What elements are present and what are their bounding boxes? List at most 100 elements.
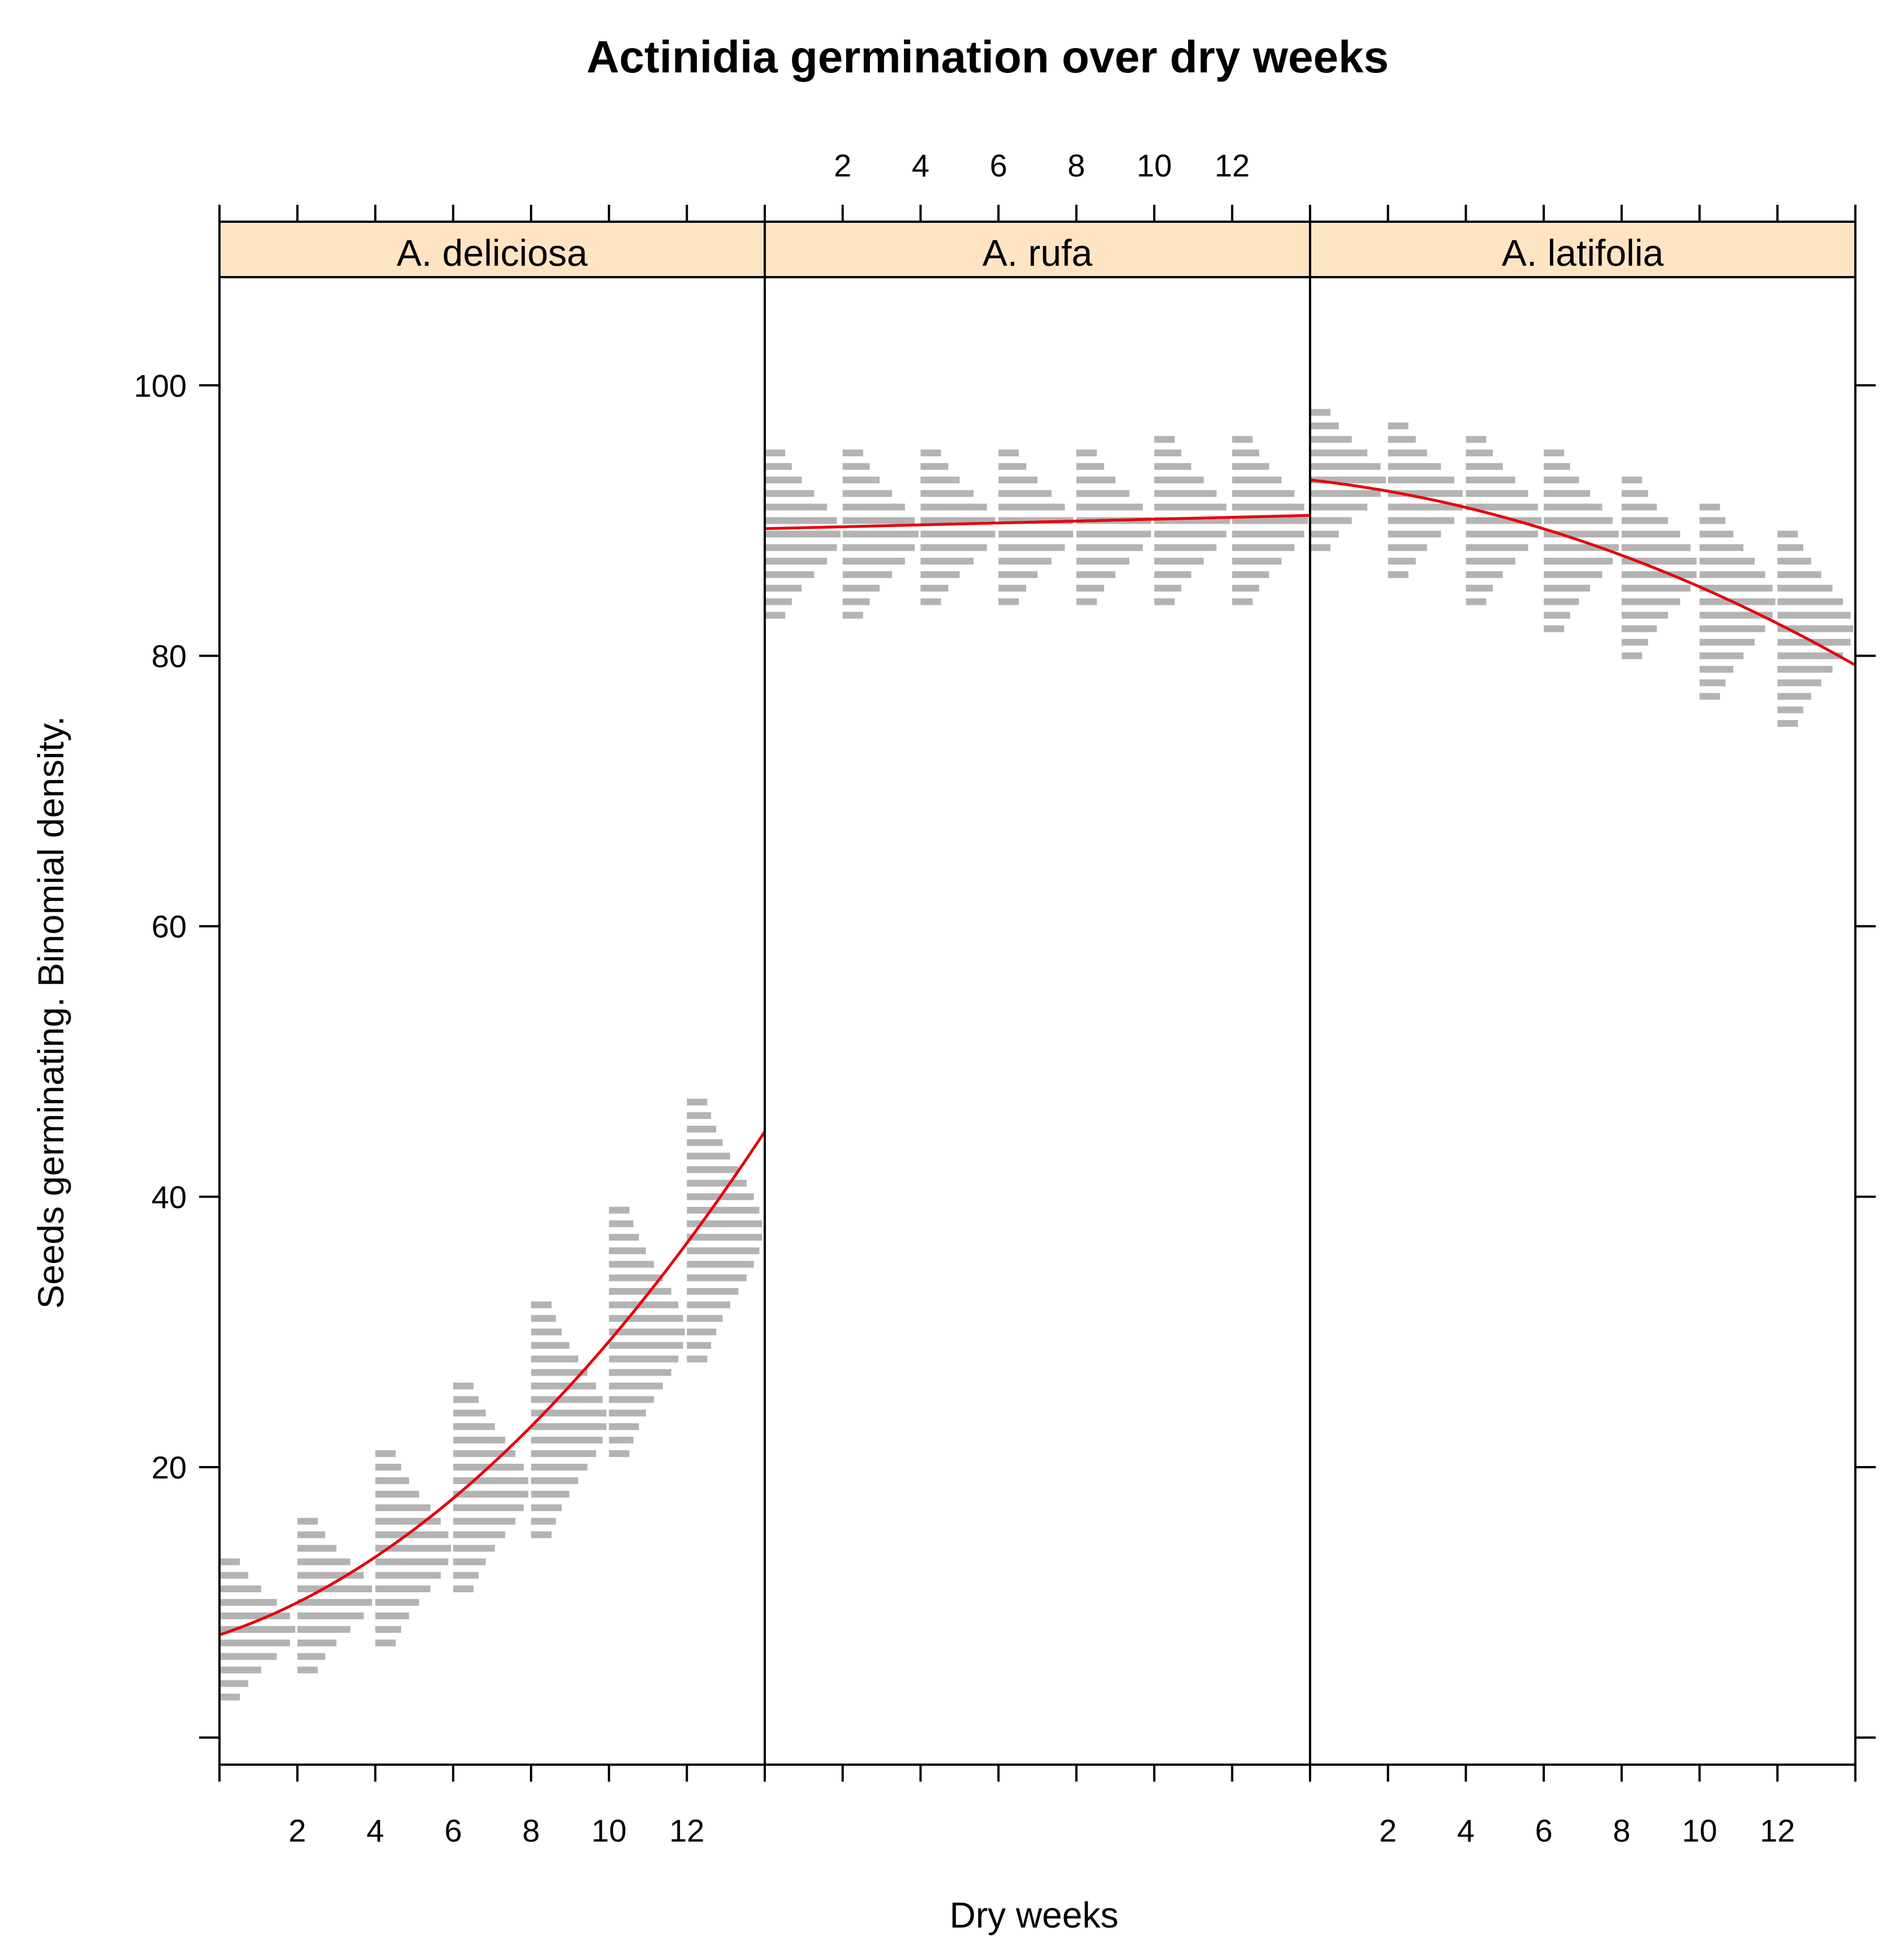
- density-bar-w8-v19: [531, 1477, 579, 1484]
- density-bar-w2-v95: [842, 449, 863, 456]
- x-tick-label: 8: [522, 1813, 540, 1848]
- density-bar-w8-v88: [1076, 544, 1143, 551]
- density-bar-w12-v41: [687, 1179, 747, 1187]
- density-bar-w10-v77: [1699, 693, 1720, 700]
- density-bar-w10-v34: [609, 1274, 663, 1282]
- density-bar-w10-v31: [609, 1315, 683, 1322]
- density-bar-w10-v84: [1699, 598, 1776, 605]
- x-tick-label: 6: [1535, 1813, 1553, 1848]
- x-tick-label: 12: [669, 1813, 704, 1848]
- density-bar-w8-v86: [1076, 571, 1115, 578]
- density-bar-w6-v91: [1544, 503, 1603, 511]
- density-bar-w0-v90: [1310, 517, 1352, 524]
- x-tick-label: 6: [990, 148, 1007, 183]
- density-bar-w6-v23: [453, 1423, 495, 1430]
- density-bar-w10-v85: [1699, 584, 1773, 592]
- density-bar-w6-v94: [1544, 463, 1570, 470]
- density-bar-w2-v89: [842, 531, 919, 538]
- density-bar-w10-v78: [1699, 679, 1726, 687]
- density-bar-w10-v22: [609, 1437, 634, 1444]
- density-bar-w4-v89: [920, 531, 996, 538]
- density-bar-w6-v90: [1544, 517, 1613, 524]
- density-bar-w6-v13: [453, 1558, 486, 1566]
- density-bar-w4-v20: [375, 1464, 402, 1471]
- density-bar-w8-v31: [531, 1315, 556, 1322]
- density-bar-w12-v79: [1777, 666, 1833, 673]
- density-bar-w8-v89: [1621, 531, 1681, 538]
- density-bar-w0-v12: [219, 1572, 248, 1579]
- density-bar-w8-v95: [1076, 449, 1097, 456]
- plot-area: A. deliciosa A. rufa A. latifolia 2 4 6 8 10 12 2…: [134, 148, 1876, 1848]
- density-bar-w10-v39: [609, 1206, 630, 1214]
- density-bar-w2-v6: [297, 1653, 325, 1660]
- density-bar-w12-v86: [1232, 571, 1269, 578]
- density-bar-w12-v76: [1777, 706, 1804, 714]
- density-bar-w0-v98: [1310, 409, 1331, 416]
- density-bar-w12-v85: [1777, 584, 1833, 592]
- density-bar-w10-v36: [609, 1247, 646, 1254]
- density-bar-w6-v88: [998, 544, 1065, 551]
- density-bar-w8-v89: [1076, 531, 1151, 538]
- x-tick-label: 12: [1760, 1813, 1795, 1848]
- density-bar-w8-v85: [1621, 584, 1691, 592]
- density-bar-w6-v92: [1544, 490, 1591, 497]
- y-tick-label: 100: [134, 368, 187, 403]
- density-bar-w12-v96: [1232, 436, 1253, 443]
- density-bar-w8-v24: [531, 1409, 607, 1417]
- density-bar-w4-v92: [1466, 490, 1528, 497]
- density-bar-w6-v84: [998, 598, 1019, 605]
- density-bar-w10-v93: [1154, 476, 1204, 484]
- density-bar-w2-v96: [1388, 436, 1416, 443]
- density-bar-w12-v42: [687, 1166, 739, 1173]
- density-bar-w4-v91: [920, 503, 987, 511]
- density-bar-w8-v93: [1076, 476, 1115, 484]
- density-bar-w12-v83: [1777, 611, 1851, 619]
- density-bar-w12-v44: [687, 1139, 723, 1146]
- density-bar-w8-v25: [531, 1396, 603, 1403]
- fit-line-3: [1309, 478, 1856, 667]
- density-bar-w8-v26: [531, 1382, 596, 1390]
- density-bar-w0-v3: [219, 1693, 240, 1701]
- density-bar-w2-v86: [842, 571, 893, 578]
- density-bar-w2-v84: [842, 598, 870, 605]
- density-bar-w12-v86: [1777, 571, 1821, 578]
- density-bar-w12-v38: [687, 1220, 763, 1227]
- density-bar-w0-v91: [765, 503, 828, 511]
- density-bar-w4-v94: [1466, 463, 1503, 470]
- density-bar-w6-v25: [453, 1396, 479, 1403]
- density-bar-w8-v15: [531, 1531, 552, 1538]
- density-bar-w4-v87: [1466, 558, 1515, 565]
- density-bar-w12-v85: [1232, 584, 1260, 592]
- density-bar-w12-v75: [1777, 720, 1798, 727]
- density-bar-w4-v12: [375, 1572, 441, 1579]
- density-bar-w8-v83: [1621, 611, 1668, 619]
- density-bar-w2-v88: [1388, 544, 1427, 551]
- density-bar-w8-v90: [1621, 517, 1668, 524]
- density-bar-w0-v88: [1310, 544, 1331, 551]
- density-bar-w2-v93: [1388, 476, 1455, 484]
- density-bar-w12-v29: [687, 1342, 712, 1349]
- density-bar-w4-v86: [1466, 571, 1503, 578]
- density-bar-w12-v30: [687, 1328, 717, 1335]
- density-bar-w10-v86: [1699, 571, 1765, 578]
- density-bar-w6-v11: [453, 1585, 474, 1593]
- density-bar-w8-v84: [1076, 598, 1097, 605]
- density-bar-w4-v85: [1466, 584, 1493, 592]
- density-bar-w4-v18: [375, 1490, 419, 1498]
- density-bar-w12-v35: [687, 1261, 754, 1268]
- density-bar-w0-v97: [1310, 422, 1339, 429]
- density-bar-w10-v33: [609, 1288, 671, 1295]
- density-bar-w4-v95: [920, 449, 941, 456]
- density-bar-w12-v84: [1232, 598, 1253, 605]
- y-tick-label: 60: [152, 909, 187, 945]
- density-bar-w8-v94: [1076, 463, 1104, 470]
- density-bar-w8-v91: [1621, 503, 1657, 511]
- density-bar-w12-v94: [1232, 463, 1269, 470]
- density-bar-w10-v96: [1154, 436, 1175, 443]
- panel-1-data: [219, 1098, 763, 1701]
- y-tick-label: 80: [152, 638, 187, 674]
- density-bar-w4-v19: [375, 1477, 410, 1484]
- density-bar-w10-v27: [609, 1369, 671, 1376]
- density-bar-w6-v95: [998, 449, 1019, 456]
